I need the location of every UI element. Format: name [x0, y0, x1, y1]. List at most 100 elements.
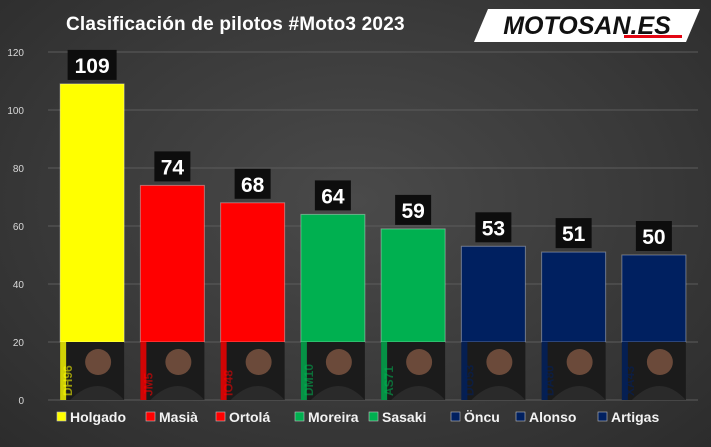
rider-shoulders-icon [391, 386, 446, 400]
legend-item[interactable]: Alonso [515, 409, 576, 425]
data-label-bg [635, 221, 672, 251]
legend-item[interactable]: Moreira [294, 409, 359, 425]
legend-item[interactable]: Ortolá [215, 409, 270, 425]
rider-face-icon [85, 349, 112, 375]
rider-face-icon [406, 349, 433, 375]
photo-color-strip [220, 342, 227, 400]
bar[interactable] [380, 228, 446, 343]
y-tick-label: 20 [13, 338, 25, 349]
legend-item[interactable]: Artigas [597, 409, 659, 425]
rider-number: XA43 [623, 366, 637, 396]
rider-shoulders-icon [551, 386, 606, 400]
photo-color-strip [381, 342, 388, 400]
bar[interactable] [621, 254, 687, 343]
legend: Holgado Masià Ortolá Moreira Sasaki Öncu Alons… [56, 409, 659, 425]
rider-shoulders-icon [471, 386, 526, 400]
data-label-bg [555, 218, 592, 249]
data-label-bg [67, 49, 117, 80]
rider-face-icon [165, 349, 192, 375]
bar-group[interactable]: JM5 [139, 184, 205, 400]
data-label: 50 [642, 226, 665, 249]
y-tick-label: 80 [13, 164, 25, 175]
y-tick-label: 100 [7, 106, 24, 117]
data-label-bg [475, 212, 512, 243]
legend-swatch [597, 411, 608, 422]
y-axis: 0 20 40 60 80 100 120 [7, 48, 24, 407]
photo-color-strip [140, 342, 147, 400]
rider-face-icon [245, 349, 272, 375]
motosan-logo[interactable]: MOTOSAN.ES [474, 9, 700, 42]
legend-item[interactable]: Masià [145, 409, 198, 425]
rider-number: AS71 [382, 366, 396, 396]
bar[interactable] [460, 245, 526, 343]
legend-label: Masià [159, 409, 198, 425]
bar-group[interactable]: AS71 [380, 228, 446, 400]
bar[interactable] [220, 202, 286, 343]
legend-item[interactable]: Holgado [56, 409, 126, 425]
legend-label: Ortolá [229, 409, 270, 425]
rider-number: DO53 [462, 364, 476, 396]
bars: DH96 JM5 IO48 DM10 AS71 DO53 DA80 XA43 [59, 83, 687, 400]
rider-face-icon [325, 349, 352, 375]
legend-swatch [368, 411, 379, 422]
rider-shoulders-icon [150, 386, 205, 400]
bar-group[interactable]: DO53 [460, 245, 526, 400]
rider-shoulders-icon [230, 386, 285, 400]
y-tick-label: 40 [13, 280, 25, 291]
rider-number: JM5 [141, 372, 155, 396]
rider-face-icon [646, 349, 673, 375]
rider-number: IO48 [222, 370, 236, 396]
bar-group[interactable]: IO48 [220, 202, 286, 400]
legend-label: Artigas [611, 409, 659, 425]
data-label-bg [154, 151, 191, 182]
rider-shoulders-icon [70, 386, 125, 400]
photo-color-strip [60, 342, 67, 400]
legend-label: Öncu [464, 409, 500, 425]
legend-swatch [294, 411, 305, 422]
bar[interactable] [541, 251, 607, 343]
legend-swatch [215, 411, 226, 422]
rider-face-icon [566, 349, 593, 375]
data-label: 53 [482, 217, 505, 240]
bar-group[interactable]: DM10 [300, 213, 366, 400]
data-label: 51 [562, 223, 586, 246]
rider-face-icon [486, 349, 513, 375]
data-label: 74 [161, 156, 185, 179]
legend-item[interactable]: Öncu [450, 409, 500, 425]
rider-shoulders-icon [310, 386, 365, 400]
data-label-bg [395, 194, 432, 225]
bar[interactable] [139, 184, 205, 343]
bar[interactable] [300, 213, 366, 343]
bar[interactable] [59, 83, 125, 343]
legend-item[interactable]: Sasaki [368, 409, 426, 425]
rider-number: DM10 [302, 364, 316, 396]
photo-color-strip [461, 342, 468, 400]
data-label: 64 [321, 185, 345, 208]
rider-shoulders-icon [631, 386, 686, 400]
bar-group[interactable]: DA80 [541, 251, 607, 400]
bar-group[interactable]: DH96 [59, 83, 125, 400]
rider-number: DA80 [543, 365, 557, 396]
photo-color-strip [621, 342, 628, 400]
photo-color-strip [541, 342, 548, 400]
bar-group[interactable]: XA43 [621, 254, 687, 400]
data-label: 109 [75, 55, 110, 78]
y-tick-label: 0 [18, 396, 24, 407]
logo-background [474, 9, 700, 42]
legend-swatch [450, 411, 461, 422]
rider-number: DH96 [61, 365, 75, 396]
legend-swatch [145, 411, 156, 422]
legend-label: Moreira [308, 409, 359, 425]
chart-title: Clasificación de pilotos #Moto3 2023 [66, 14, 405, 35]
data-label-bg [234, 168, 271, 199]
legend-swatch [515, 411, 526, 422]
y-tick-label: 60 [13, 222, 25, 233]
y-tick-label: 120 [7, 48, 24, 59]
legend-swatch [56, 411, 67, 422]
data-label: 68 [241, 174, 265, 197]
logo-underline [624, 35, 682, 38]
legend-label: Alonso [529, 409, 576, 425]
data-label-bg [314, 180, 351, 211]
photo-color-strip [300, 342, 307, 400]
